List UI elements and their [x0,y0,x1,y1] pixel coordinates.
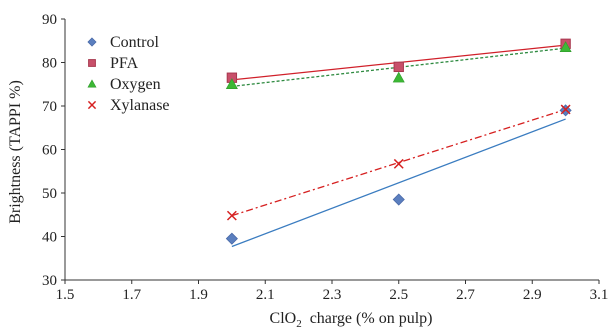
legend-label-oxygen: Oxygen [110,76,161,93]
legend-label-xylanase: Xylanase [110,97,170,114]
legend: Control PFA Oxygen Xylanase [87,34,170,114]
legend-marker-control [87,37,97,47]
x-axis-label-main: ClO [270,310,297,327]
x-axis-label-subscript: 2 [296,318,302,327]
axes: 1.5 1.7 1.9 2.1 2.3 2.5 2.7 2.9 3.1 30 40 50 60 70 80 9… [42,12,608,303]
legend-label-pfa: PFA [110,55,139,72]
x-axis-label: ClO2 charge (% on pulp) [270,310,433,327]
x-tick-label: 3.1 [590,287,609,303]
y-tick-label: 30 [42,273,57,289]
trend-line-xylanase [231,108,566,217]
point-xylanase [560,104,571,115]
point-control [392,193,405,206]
point-control [225,232,238,245]
point-pfa [393,61,404,73]
legend-marker-pfa [88,59,96,67]
point-xylanase-stroke-b [226,210,237,221]
point-xylanase [226,210,237,221]
x-axis-label-rest: charge (% on pulp) [302,310,433,327]
legend-label-control: Control [110,34,159,51]
point-xylanase-stroke-b [393,158,404,169]
x-tick-label: 2.1 [256,287,275,303]
legend-marker-oxygen [87,79,97,88]
x-tick-label: 1.9 [189,287,208,303]
legend-marker-xylanase-stroke-b [87,100,97,110]
x-tick-label: 2.5 [389,287,408,303]
data-points [225,38,572,245]
y-tick-label: 70 [42,99,57,115]
y-tick-label: 80 [42,56,57,72]
point-oxygen [392,71,405,83]
point-xylanase [393,158,404,169]
y-tick-label: 60 [42,143,57,159]
x-tick-label: 1.5 [56,287,75,303]
legend-marker-xylanase [87,100,97,110]
x-tick-label: 1.7 [122,287,141,303]
x-tick-label: 2.7 [456,287,475,303]
y-tick-label: 40 [42,230,57,246]
y-axis-label: Brightness (TAPPI %) [7,80,24,224]
trend-line-control [231,118,566,248]
y-tick-label: 90 [42,12,57,28]
point-xylanase-stroke-b [560,104,571,115]
point-oxygen [559,41,572,52]
y-tick-label: 50 [42,186,57,202]
x-tick-label: 2.3 [323,287,342,303]
point-oxygen [225,78,238,89]
x-tick-label: 2.9 [523,287,542,303]
